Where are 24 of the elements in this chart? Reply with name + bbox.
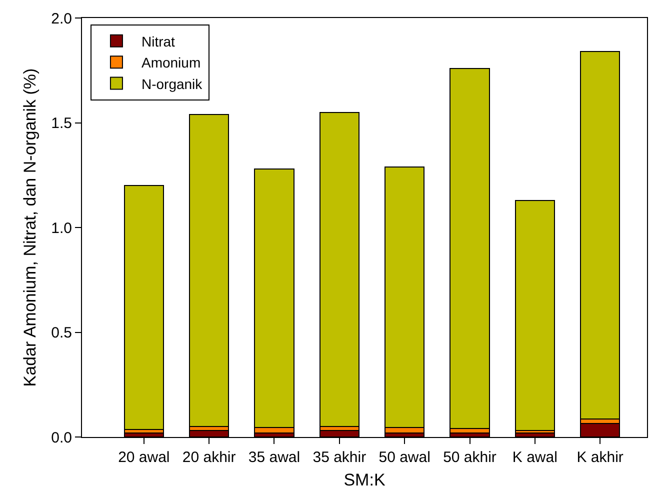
bar — [124, 185, 164, 430]
y-tick-label: 0.0 — [51, 429, 72, 446]
x-axis-title: SM:K — [344, 470, 386, 490]
y-axis-title: Kadar Amonium, Nitrat, dan N-organik (%) — [20, 68, 40, 387]
x-tick-label: K awal — [512, 449, 558, 466]
bar — [514, 200, 555, 432]
x-tick-label: 35 awal — [248, 449, 300, 466]
legend-label: Amonium — [141, 54, 201, 71]
x-tick-label: 20 awal — [118, 449, 170, 466]
y-tick-label: 2.0 — [51, 10, 72, 28]
y-tick-label: 0.5 — [51, 324, 72, 342]
bar — [189, 114, 230, 428]
x-tick-label: 20 akhir — [182, 449, 236, 466]
bar — [319, 112, 360, 428]
bar — [450, 68, 490, 430]
x-tick-label: K akhir — [576, 449, 624, 466]
x-tick-label: 35 akhir — [312, 449, 366, 466]
x-tick-label: 50 akhir — [443, 449, 496, 466]
legend-label: Nitrat — [141, 33, 176, 50]
bar — [580, 51, 620, 420]
x-tick-label: 50 awal — [378, 449, 430, 466]
y-tick-label: 1.5 — [51, 115, 72, 132]
legend-label: N-organik — [141, 76, 204, 92]
y-tick-label: 1.0 — [51, 220, 72, 237]
